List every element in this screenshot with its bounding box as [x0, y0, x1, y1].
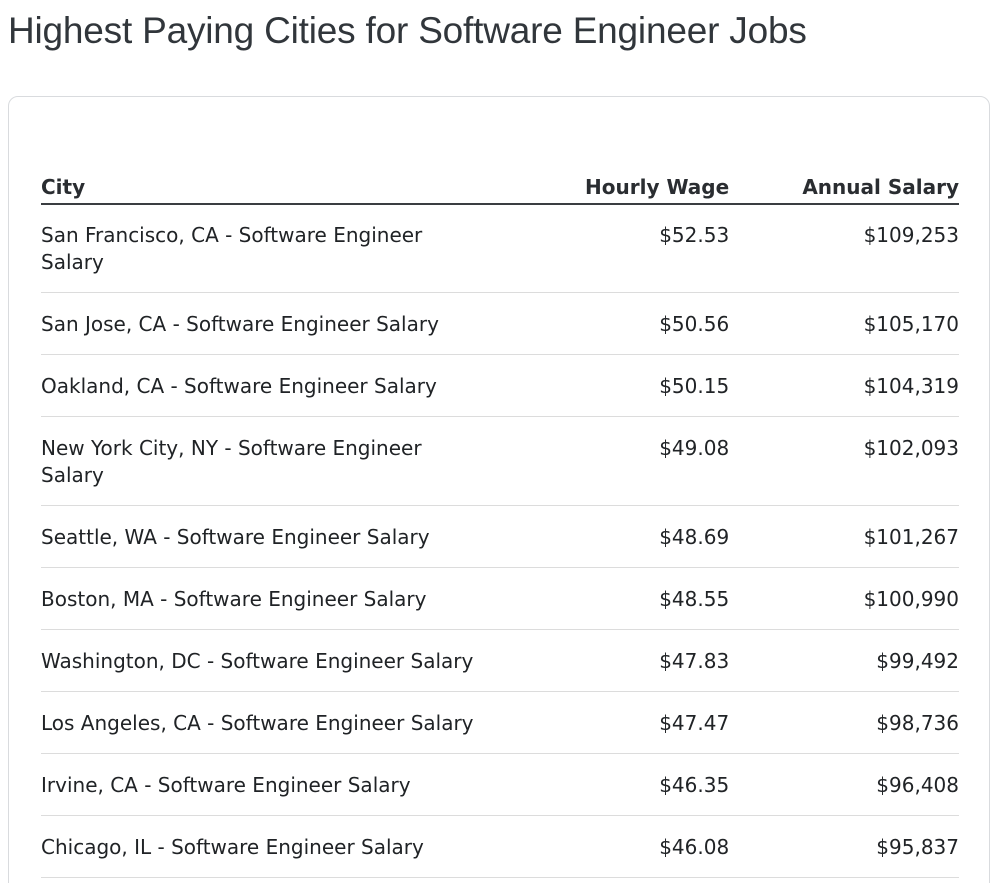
annual-salary-cell: $100,990 [729, 567, 959, 630]
salary-table: City Hourly Wage Annual Salary San Franc… [41, 172, 959, 878]
city-link[interactable]: Los Angeles, CA - Software Engineer Sala… [41, 691, 529, 754]
city-link[interactable]: Washington, DC - Software Engineer Salar… [41, 629, 529, 692]
hourly-wage-cell: $50.15 [528, 354, 730, 417]
table-row: Chicago, IL - Software Engineer Salary $… [41, 815, 959, 878]
city-link[interactable]: San Francisco, CA - Software Engineer Sa… [41, 204, 529, 293]
column-header-annual-salary: Annual Salary [729, 172, 959, 205]
hourly-wage-cell: $47.83 [528, 629, 730, 692]
annual-salary-cell: $101,267 [729, 505, 959, 568]
hourly-wage-cell: $49.08 [528, 416, 730, 506]
city-link[interactable]: Irvine, CA - Software Engineer Salary [41, 753, 529, 816]
annual-salary-cell: $102,093 [729, 416, 959, 506]
city-link[interactable]: Oakland, CA - Software Engineer Salary [41, 354, 529, 417]
hourly-wage-cell: $47.47 [528, 691, 730, 754]
hourly-wage-cell: $46.35 [528, 753, 730, 816]
annual-salary-cell: $95,837 [729, 815, 959, 878]
hourly-wage-cell: $50.56 [528, 292, 730, 355]
table-row: New York City, NY - Software Engineer Sa… [41, 416, 959, 506]
annual-salary-cell: $109,253 [729, 204, 959, 293]
annual-salary-cell: $96,408 [729, 753, 959, 816]
city-link[interactable]: New York City, NY - Software Engineer Sa… [41, 416, 529, 506]
city-link[interactable]: Boston, MA - Software Engineer Salary [41, 567, 529, 630]
hourly-wage-cell: $52.53 [528, 204, 730, 293]
hourly-wage-cell: $48.69 [528, 505, 730, 568]
table-row: Oakland, CA - Software Engineer Salary $… [41, 354, 959, 417]
table-header-row: City Hourly Wage Annual Salary [41, 172, 959, 205]
hourly-wage-cell: $46.08 [528, 815, 730, 878]
column-header-city: City [41, 172, 529, 205]
table-row: Washington, DC - Software Engineer Salar… [41, 629, 959, 692]
table-row: Boston, MA - Software Engineer Salary $4… [41, 567, 959, 630]
city-link[interactable]: Seattle, WA - Software Engineer Salary [41, 505, 529, 568]
annual-salary-cell: $98,736 [729, 691, 959, 754]
annual-salary-cell: $104,319 [729, 354, 959, 417]
city-link[interactable]: San Jose, CA - Software Engineer Salary [41, 292, 529, 355]
column-header-hourly-wage: Hourly Wage [528, 172, 730, 205]
hourly-wage-cell: $48.55 [528, 567, 730, 630]
annual-salary-cell: $99,492 [729, 629, 959, 692]
city-link[interactable]: Chicago, IL - Software Engineer Salary [41, 815, 529, 878]
table-row: Seattle, WA - Software Engineer Salary $… [41, 505, 959, 568]
table-row: San Francisco, CA - Software Engineer Sa… [41, 204, 959, 293]
page-title: Highest Paying Cities for Software Engin… [8, 10, 807, 51]
table-row: Los Angeles, CA - Software Engineer Sala… [41, 691, 959, 754]
table-row: San Jose, CA - Software Engineer Salary … [41, 292, 959, 355]
annual-salary-cell: $105,170 [729, 292, 959, 355]
table-row: Irvine, CA - Software Engineer Salary $4… [41, 753, 959, 816]
